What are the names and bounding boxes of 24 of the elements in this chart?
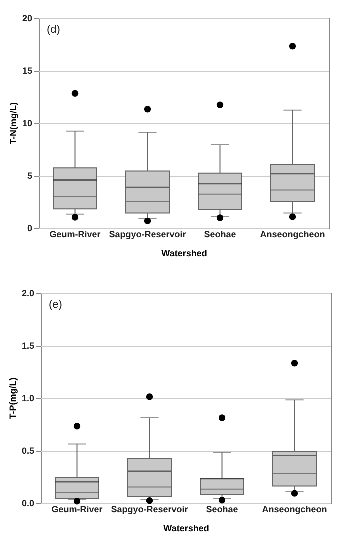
x-tick-label: Seohae: [204, 230, 236, 240]
y-axis-title: T-N(mg/L): [8, 102, 18, 144]
annotation: (d): [47, 24, 60, 36]
y-tick-label: 0.5: [22, 446, 34, 456]
y-tick-label: 1.0: [22, 394, 34, 404]
y-tick-label: 0.0: [22, 498, 34, 508]
y-axis-title: T-P(mg/L): [8, 378, 18, 420]
y-tick-label: 10: [22, 118, 32, 128]
y-tick-label: 0: [27, 224, 32, 234]
y-tick-label: 2.0: [22, 288, 34, 298]
x-tick-label: Anseongcheon: [262, 504, 328, 514]
x-tick-label: Sapgyo-Reservoir: [111, 504, 189, 514]
y-tick-label: 1.5: [22, 341, 34, 351]
x-tick-label: Geum-River: [50, 230, 102, 240]
annotation: (e): [49, 299, 62, 311]
x-tick-label: Geum-River: [52, 504, 104, 514]
x-tick-label: Seohae: [206, 504, 238, 514]
x-axis-title: Watershed: [162, 248, 208, 258]
y-tick-label: 15: [22, 66, 32, 76]
y-tick-label: 5: [27, 171, 32, 181]
x-axis-title: Watershed: [164, 524, 210, 534]
y-tick-label: 20: [22, 14, 32, 24]
x-tick-label: Sapgyo-Reservoir: [109, 230, 187, 240]
x-tick-label: Anseongcheon: [260, 230, 326, 240]
